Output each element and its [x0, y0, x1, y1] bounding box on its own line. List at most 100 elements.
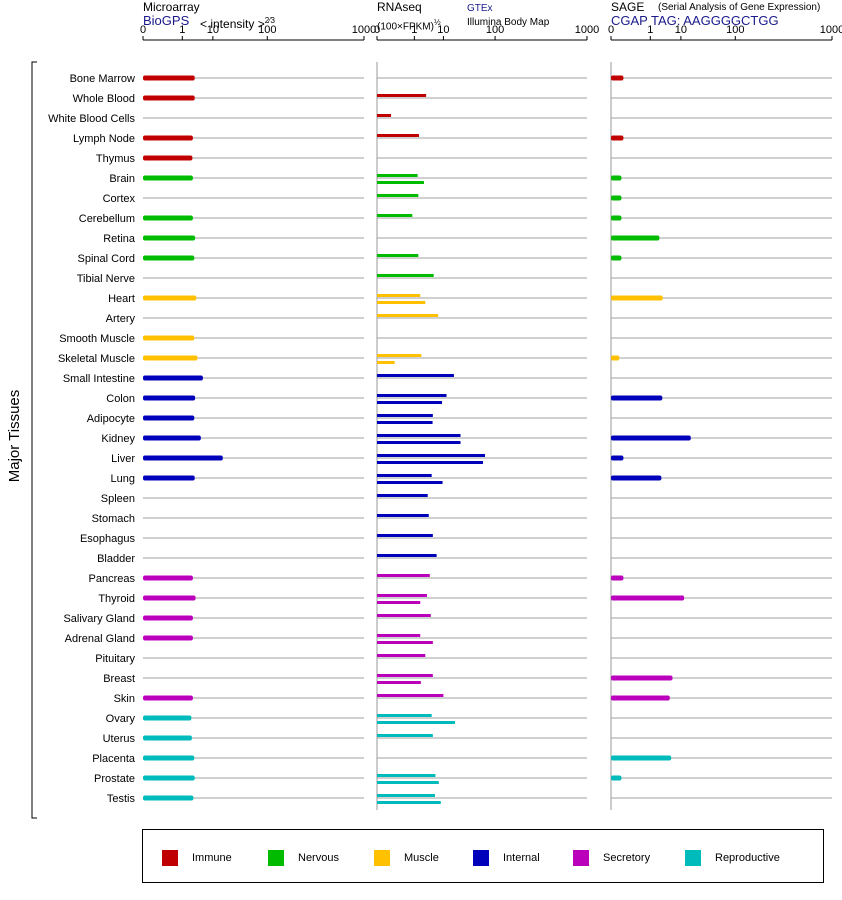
rnaseq-bar-spinal-cord [377, 254, 419, 257]
sage-bar-kidney [611, 435, 691, 441]
microarray-bar-retina [143, 235, 196, 241]
sage-bar-bone-marrow [611, 75, 624, 81]
legend-internal: Internal [473, 849, 540, 867]
tissue-label-skeletal-muscle: Skeletal Muscle [58, 353, 135, 365]
microarray-bar-salivary-gland [143, 615, 193, 621]
rnaseq-bar-stomach [377, 514, 429, 517]
tissue-label-smooth-muscle: Smooth Muscle [59, 333, 135, 345]
rnaseq-tick-label-0: 0 [374, 24, 380, 36]
rnaseq-bar-cortex [377, 194, 419, 197]
y-axis-label: Major Tissues [6, 390, 23, 483]
rnaseq-bar-white-blood-cells [377, 114, 392, 117]
rnaseq-bar-adrenal-gland-2 [377, 641, 433, 644]
tissue-label-liver: Liver [111, 453, 135, 465]
legend-swatch-muscle [374, 850, 390, 866]
rnaseq-bar-adipocyte-2 [377, 421, 433, 424]
tissue-label-white-blood-cells: White Blood Cells [48, 113, 135, 125]
sage-subtitle: (Serial Analysis of Gene Expression) [658, 2, 821, 13]
rnaseq-bar-small-intestine [377, 374, 454, 377]
microarray-unit: < intensity >2⁄3 [200, 14, 275, 31]
microarray-tick-label-100: 100 [258, 24, 276, 36]
tissue-label-stomach: Stomach [92, 513, 135, 525]
microarray-bar-heart [143, 295, 197, 301]
rnaseq-bar-pituitary [377, 654, 426, 657]
tissue-label-lung: Lung [111, 473, 135, 485]
rnaseq-bar-artery [377, 314, 439, 317]
sage-tick-label-100: 100 [726, 24, 744, 36]
legend-reproductive: Reproductive [685, 849, 780, 867]
microarray-bar-kidney [143, 435, 201, 441]
rnaseq-bar-cerebellum [377, 214, 413, 217]
sage-bar-brain [611, 175, 622, 181]
microarray-bar-colon [143, 395, 196, 401]
microarray-bar-prostate [143, 775, 195, 781]
microarray-bar-liver [143, 455, 223, 461]
sage-tick-label-1: 1 [647, 24, 653, 36]
legend-swatch-secretory [573, 850, 589, 866]
microarray-source: BioGPS [143, 13, 190, 28]
sage-bar-heart [611, 295, 663, 301]
legend-label-secretory: Secretory [603, 852, 651, 864]
tissue-label-breast: Breast [103, 673, 135, 685]
rnaseq-bar-spleen [377, 494, 428, 497]
sage-bar-lung [611, 475, 662, 481]
microarray-bar-testis [143, 795, 194, 801]
microarray-tick-label-0: 0 [140, 24, 146, 36]
rnaseq-source-illumina: Illumina Body Map [467, 17, 550, 28]
microarray-bar-skin [143, 695, 193, 701]
tissue-label-cortex: Cortex [103, 193, 136, 205]
tissue-label-adipocyte: Adipocyte [87, 413, 135, 425]
rnaseq-tick-label-1000: 1000 [575, 24, 599, 36]
tissue-label-pituitary: Pituitary [95, 653, 135, 665]
microarray-title: Microarray [143, 0, 200, 14]
tissue-label-ovary: Ovary [106, 713, 136, 725]
microarray-bar-adipocyte [143, 415, 195, 421]
sage-bar-prostate [611, 775, 622, 781]
rnaseq-bar-thyroid-1 [377, 594, 427, 597]
rnaseq-bar-prostate-1 [377, 774, 436, 777]
legend-swatch-nervous [268, 850, 284, 866]
microarray-bar-spinal-cord [143, 255, 195, 261]
legend: Immune Nervous Muscle Internal Secretory… [142, 829, 824, 883]
rnaseq-unit: (100×FPKM)½ [377, 16, 441, 34]
microarray-tick-label-1: 1 [179, 24, 185, 36]
tissue-label-bladder: Bladder [97, 553, 135, 565]
rnaseq-bar-thyroid-2 [377, 601, 421, 604]
legend-label-muscle: Muscle [404, 852, 439, 864]
microarray-bar-placenta [143, 755, 195, 761]
sage-bar-skin [611, 695, 670, 701]
rnaseq-bar-ovary-1 [377, 714, 432, 717]
sage-bar-thyroid [611, 595, 685, 601]
legend-immune: Immune [162, 849, 232, 867]
sage-bar-liver [611, 455, 624, 461]
rnaseq-bar-adrenal-gland-1 [377, 634, 421, 637]
microarray-bar-adrenal-gland [143, 635, 193, 641]
rnaseq-unit-text: (100×FPKM) [377, 21, 434, 33]
microarray-bar-pancreas [143, 575, 193, 581]
sage-source: CGAP TAG: AAGGGGCTGG [611, 13, 779, 28]
legend-swatch-reproductive [685, 850, 701, 866]
tissue-label-whole-blood: Whole Blood [73, 93, 135, 105]
microarray-tick-label-10: 10 [207, 24, 219, 36]
sage-bar-colon [611, 395, 663, 401]
sage-tick-label-10: 10 [675, 24, 687, 36]
rnaseq-tick-label-100: 100 [486, 24, 504, 36]
sage-bar-cortex [611, 195, 622, 201]
tissue-label-placenta: Placenta [92, 753, 136, 765]
rnaseq-bar-tibial-nerve [377, 274, 434, 277]
sage-tick-label-0: 0 [608, 24, 614, 36]
rnaseq-bar-testis-2 [377, 801, 441, 804]
microarray-tick-label-1000: 1000 [352, 24, 376, 36]
rnaseq-bar-whole-blood [377, 94, 427, 97]
sage-bar-breast [611, 675, 673, 681]
tissue-label-skin: Skin [114, 693, 135, 705]
rnaseq-bar-brain-2 [377, 181, 424, 184]
sage-tick-label-1000: 1000 [820, 24, 842, 36]
tissue-label-salivary-gland: Salivary Gland [63, 613, 135, 625]
legend-label-immune: Immune [192, 852, 232, 864]
legend-label-nervous: Nervous [298, 852, 339, 864]
sage-bar-pancreas [611, 575, 624, 581]
sage-bar-spinal-cord [611, 255, 622, 261]
rnaseq-bar-esophagus [377, 534, 433, 537]
